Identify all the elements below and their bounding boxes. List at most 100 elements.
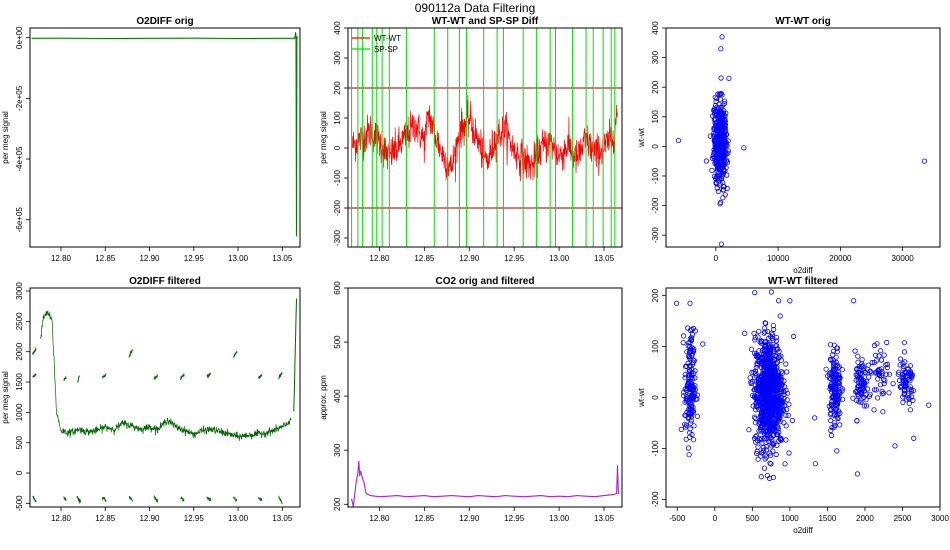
- legend-label: WT-WT: [374, 34, 401, 43]
- scatter-point: [777, 377, 783, 384]
- scatter-point: [770, 390, 777, 396]
- x-tick-label: 13.05: [594, 254, 615, 263]
- scatter-point: [722, 150, 728, 156]
- y-tick-label: 2500: [15, 312, 24, 330]
- scatter-point: [830, 362, 837, 368]
- scatter-point: [884, 361, 890, 367]
- scatter-point: [784, 397, 790, 403]
- scatter-point: [834, 448, 840, 454]
- scatter-point: [873, 352, 879, 358]
- x-tick-label: 13.05: [272, 254, 293, 263]
- scatter-point: [710, 107, 717, 113]
- scatter-point: [772, 367, 779, 373]
- scatter-point: [886, 390, 892, 396]
- scatter-point: [721, 158, 727, 164]
- chart-title: WT-WT filtered: [768, 276, 838, 287]
- scatter-point: [866, 374, 872, 380]
- scatter-point: [764, 369, 770, 375]
- y-tick-label: 0: [651, 395, 660, 400]
- scatter-point: [784, 390, 791, 396]
- scatter-point: [767, 450, 773, 456]
- scatter-point: [901, 340, 908, 346]
- scatter-point: [765, 335, 772, 341]
- scatter-point: [784, 369, 790, 375]
- scatter-point: [881, 352, 887, 358]
- scatter-point: [764, 328, 771, 334]
- scatter-point: [762, 352, 769, 358]
- y-tick-label: -6e+05: [15, 207, 24, 233]
- scatter-point: [757, 339, 763, 345]
- scatter-point: [689, 408, 695, 414]
- scatter-point: [765, 423, 771, 429]
- scatter-point: [771, 356, 778, 363]
- scatter-point: [882, 377, 888, 384]
- scatter-point: [884, 364, 890, 371]
- scatter-point: [770, 322, 777, 329]
- scatter-point: [835, 408, 842, 414]
- scatter-point: [756, 328, 762, 334]
- y-tick-label: 400: [333, 389, 342, 403]
- scatter-point: [758, 435, 765, 441]
- panel-co2-orig-filtered: CO2 orig and filtered approx. ppm 12.80 12.…: [319, 276, 623, 523]
- filtered-segment: [180, 373, 185, 380]
- scatter-point: [687, 368, 693, 374]
- scatter-point: [746, 427, 752, 433]
- x-tick-label: 13.00: [228, 254, 249, 263]
- scatter-point: [717, 117, 724, 123]
- scatter-point: [688, 348, 694, 354]
- y-tick-label: 500: [15, 435, 24, 449]
- scatter-point: [778, 353, 784, 359]
- scatter-point: [828, 417, 834, 424]
- scatter-point: [754, 437, 761, 444]
- scatter-point: [764, 414, 770, 420]
- x-tick-label: 12.95: [504, 514, 525, 523]
- y-axis-label: wt-wt: [637, 127, 646, 147]
- scatter-point: [720, 187, 726, 193]
- y-tick-label: -200: [651, 491, 660, 508]
- scatter-point: [783, 387, 789, 393]
- scatter-point: [769, 427, 775, 433]
- scatter-point: [761, 325, 768, 331]
- scatter-point: [904, 397, 910, 403]
- scatter-point: [752, 289, 758, 296]
- scatter-point: [778, 368, 785, 375]
- x-tick-label: 30000: [892, 254, 915, 263]
- scatter-point: [861, 403, 867, 409]
- scatter-point: [774, 394, 781, 400]
- scatter-point: [886, 371, 893, 377]
- scatter-point: [884, 339, 890, 346]
- y-tick-label: 100: [651, 110, 660, 124]
- y-tick-label: 200: [333, 81, 342, 95]
- y-tick-label: 100: [651, 339, 660, 353]
- scatter-point: [687, 426, 693, 432]
- scatter-point: [855, 353, 861, 359]
- scatter-point: [890, 380, 896, 387]
- x-tick-label: 13.05: [272, 514, 293, 523]
- scatter-outlier-point: [741, 145, 747, 151]
- scatter-point: [773, 334, 780, 341]
- scatter-point: [900, 399, 906, 405]
- scatter-point: [716, 91, 722, 98]
- scatter-point: [761, 377, 768, 384]
- scatter-point: [749, 369, 755, 375]
- y-tick-label: 0: [651, 144, 660, 149]
- filtered-segment: [63, 376, 67, 382]
- x-tick-label: 3000: [931, 514, 949, 523]
- scatter-point: [764, 421, 770, 427]
- scatter-point: [767, 409, 773, 415]
- x-tick-label: 12.95: [184, 254, 205, 263]
- filtered-segment: [128, 349, 133, 358]
- scatter-point: [716, 174, 722, 180]
- scatter-point: [883, 371, 889, 377]
- scatter-point: [763, 338, 769, 345]
- panel-o2diff-filtered: O2DIFF filtered per meg signal 12.80 12.85 1…: [1, 276, 301, 523]
- scatter-point: [785, 412, 791, 418]
- chart-title: O2DIFF orig: [136, 16, 193, 27]
- scatter-point: [854, 418, 860, 424]
- x-tick-label: -500: [669, 514, 686, 523]
- series-line-wt-wt: [352, 95, 618, 183]
- scatter-point: [752, 337, 758, 343]
- chart-title: WT-WT orig: [775, 16, 831, 27]
